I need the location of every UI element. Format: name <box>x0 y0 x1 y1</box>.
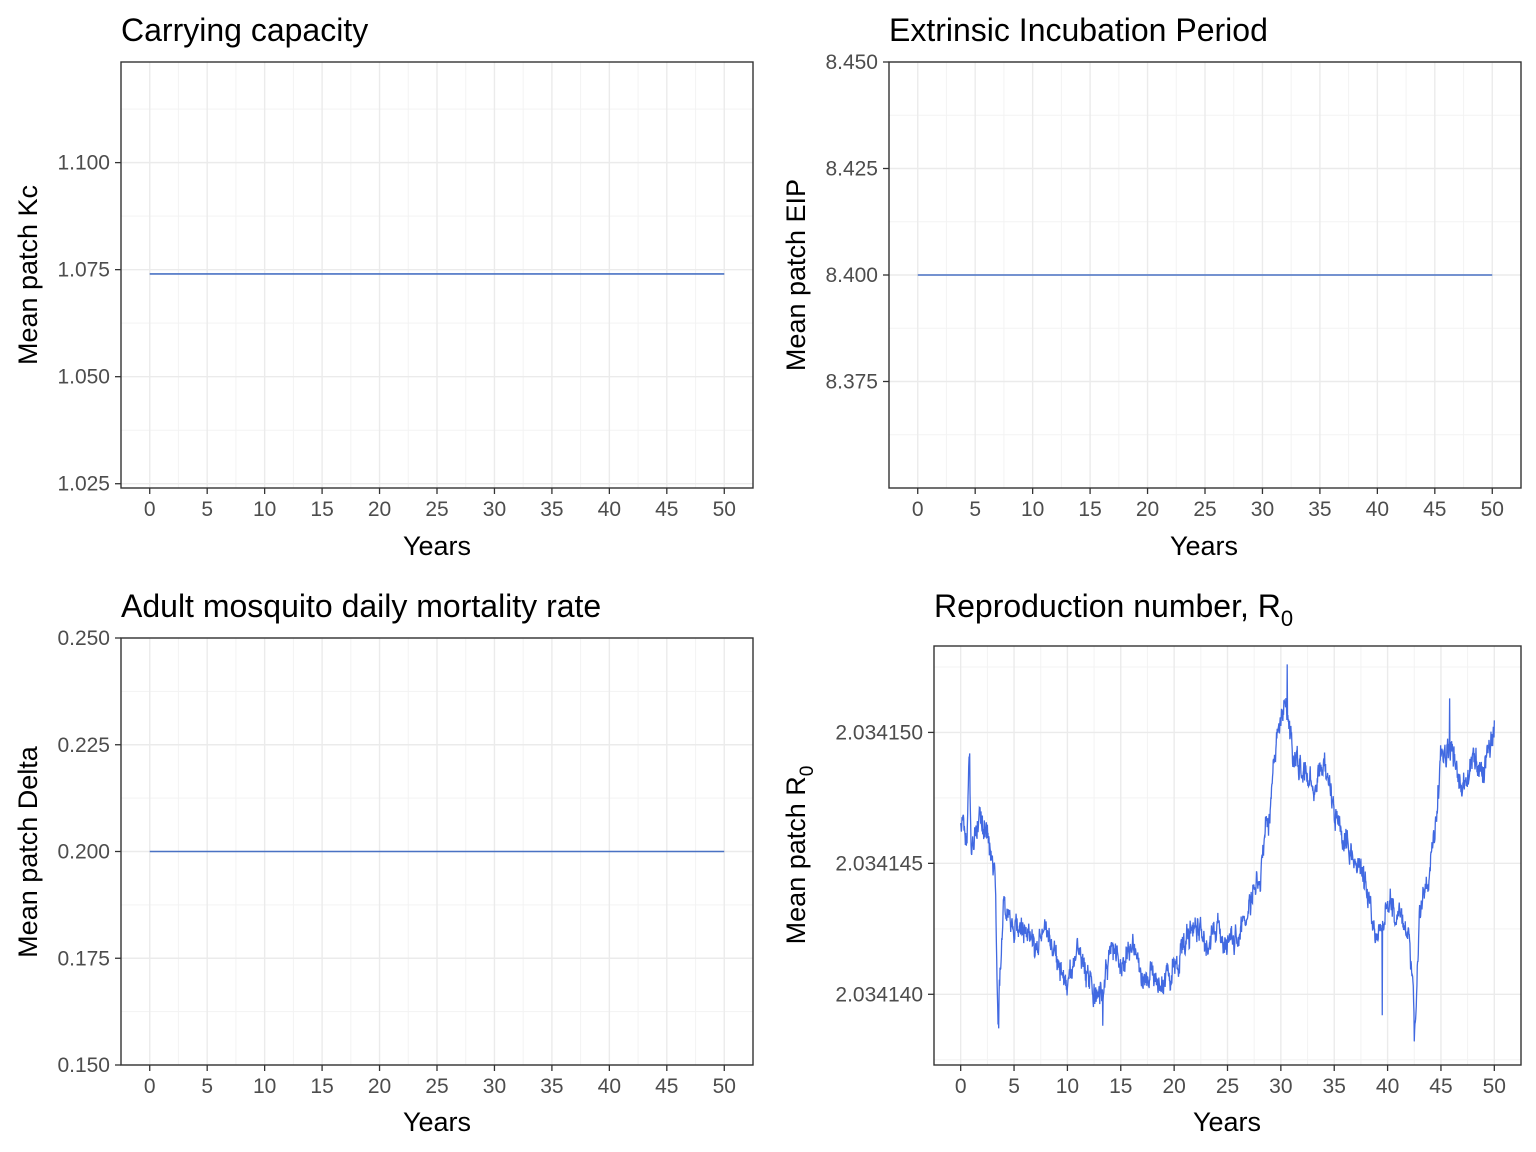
x-tick-label: 15 <box>1109 1075 1132 1098</box>
y-tick-label: 1.025 <box>57 473 110 496</box>
title-main: Reproduction number, R <box>934 588 1281 624</box>
x-tick-label: 30 <box>1269 1075 1292 1098</box>
x-tick-label: 45 <box>655 1075 678 1098</box>
x-tick-label: 30 <box>1251 498 1274 521</box>
y-tick-label: 8.450 <box>825 51 878 74</box>
x-tick-label: 20 <box>1136 498 1159 521</box>
y-tick-label: 0.250 <box>57 627 110 650</box>
x-tick-label: 45 <box>1429 1075 1452 1098</box>
x-axis-title: Years <box>403 1107 471 1137</box>
x-tick-label: 30 <box>483 498 506 521</box>
panel-carrying-capacity: Carrying capacity Mean patch Kc Years 0 5… <box>13 12 754 561</box>
x-tick-label: 40 <box>1366 498 1389 521</box>
x-tick-label: 45 <box>1423 498 1446 521</box>
panel-title: Carrying capacity <box>121 12 368 48</box>
panel-title: Adult mosquito daily mortality rate <box>121 588 601 624</box>
x-tick-label: 10 <box>253 1075 276 1098</box>
x-axis-title: Years <box>1193 1107 1261 1137</box>
x-tick-label: 50 <box>713 498 736 521</box>
x-tick-label: 20 <box>1162 1075 1185 1098</box>
y-tick-label: 1.075 <box>57 259 110 282</box>
panel-adult-mosquito-mortality: Adult mosquito daily mortality rate Mean… <box>13 588 754 1137</box>
y-tick-label: 1.100 <box>57 152 110 175</box>
y-tick-label: 2.034150 <box>835 721 923 744</box>
y-tick-label: 2.034140 <box>835 983 923 1006</box>
y-axis-title: Mean patch R0 <box>781 766 818 945</box>
x-tick-label: 15 <box>1078 498 1101 521</box>
x-axis-title: Years <box>403 531 471 561</box>
x-tick-label: 5 <box>201 1075 213 1098</box>
panel-title: Extrinsic Incubation Period <box>889 12 1268 48</box>
x-tick-label: 35 <box>540 1075 563 1098</box>
plot-area: 0 5 10 15 20 25 30 35 40 45 50 0.150 0.175 0.200 0.225… <box>57 627 754 1098</box>
y-tick-label: 1.050 <box>57 366 110 389</box>
x-tick-label: 20 <box>368 498 391 521</box>
x-tick-label: 10 <box>1056 1075 1079 1098</box>
y-axis-title: Mean patch EIP <box>781 179 811 371</box>
x-tick-label: 15 <box>310 498 333 521</box>
x-tick-label: 25 <box>1193 498 1216 521</box>
plot-area: 0 5 10 15 20 25 30 35 40 45 50 1.025 1.050 1.075 1.100 <box>57 61 754 521</box>
panel-extrinsic-incubation-period: Extrinsic Incubation Period Mean patch E… <box>781 12 1522 561</box>
series-line <box>960 664 1495 1042</box>
y-tick-label: 8.425 <box>825 158 878 181</box>
x-tick-label: 45 <box>655 498 678 521</box>
y-tick-label: 0.200 <box>57 841 110 864</box>
plot-area: 0 5 10 15 20 25 30 35 40 45 50 8.375 8.400 8.425 8.450 <box>825 51 1522 521</box>
x-tick-label: 35 <box>1323 1075 1346 1098</box>
x-tick-label: 50 <box>1483 1075 1506 1098</box>
x-tick-label: 0 <box>144 1075 156 1098</box>
x-tick-label: 35 <box>1308 498 1331 521</box>
panel-title: Reproduction number, R0 <box>934 588 1293 631</box>
y-axis-title: Mean patch Kc <box>13 185 43 365</box>
title-subscript: 0 <box>1281 606 1293 631</box>
x-axis-title: Years <box>1170 531 1238 561</box>
x-tick-label: 40 <box>598 498 621 521</box>
panel-reproduction-number: Reproduction number, R0 Mean patch R0 Ye… <box>781 588 1522 1137</box>
x-tick-label: 50 <box>713 1075 736 1098</box>
x-tick-label: 0 <box>912 498 924 521</box>
y-tick-label: 8.375 <box>825 371 878 394</box>
y-tick-label: 0.225 <box>57 734 110 757</box>
x-tick-label: 25 <box>425 1075 448 1098</box>
x-tick-label: 15 <box>310 1075 333 1098</box>
x-tick-label: 20 <box>368 1075 391 1098</box>
x-tick-label: 10 <box>253 498 276 521</box>
x-tick-label: 30 <box>483 1075 506 1098</box>
y-axis-title: Mean patch Delta <box>13 745 43 958</box>
x-tick-label: 0 <box>144 498 156 521</box>
x-tick-label: 40 <box>598 1075 621 1098</box>
x-tick-label: 40 <box>1376 1075 1399 1098</box>
x-tick-label: 35 <box>540 498 563 521</box>
x-tick-label: 5 <box>1008 1075 1020 1098</box>
ylabel-main: Mean patch R <box>781 776 811 944</box>
y-tick-label: 8.400 <box>825 264 878 287</box>
x-tick-label: 5 <box>969 498 981 521</box>
x-tick-label: 50 <box>1481 498 1504 521</box>
x-tick-label: 25 <box>425 498 448 521</box>
y-tick-label: 0.175 <box>57 947 110 970</box>
x-tick-label: 5 <box>201 498 213 521</box>
y-tick-label: 0.150 <box>57 1054 110 1077</box>
plot-area: 0 5 10 15 20 25 30 35 40 45 50 2.034140 2.034145 2.03… <box>835 645 1522 1098</box>
x-tick-label: 10 <box>1021 498 1044 521</box>
x-tick-label: 0 <box>955 1075 967 1098</box>
ylabel-subscript: 0 <box>797 766 818 777</box>
y-tick-label: 2.034145 <box>835 852 923 875</box>
x-tick-label: 25 <box>1216 1075 1239 1098</box>
